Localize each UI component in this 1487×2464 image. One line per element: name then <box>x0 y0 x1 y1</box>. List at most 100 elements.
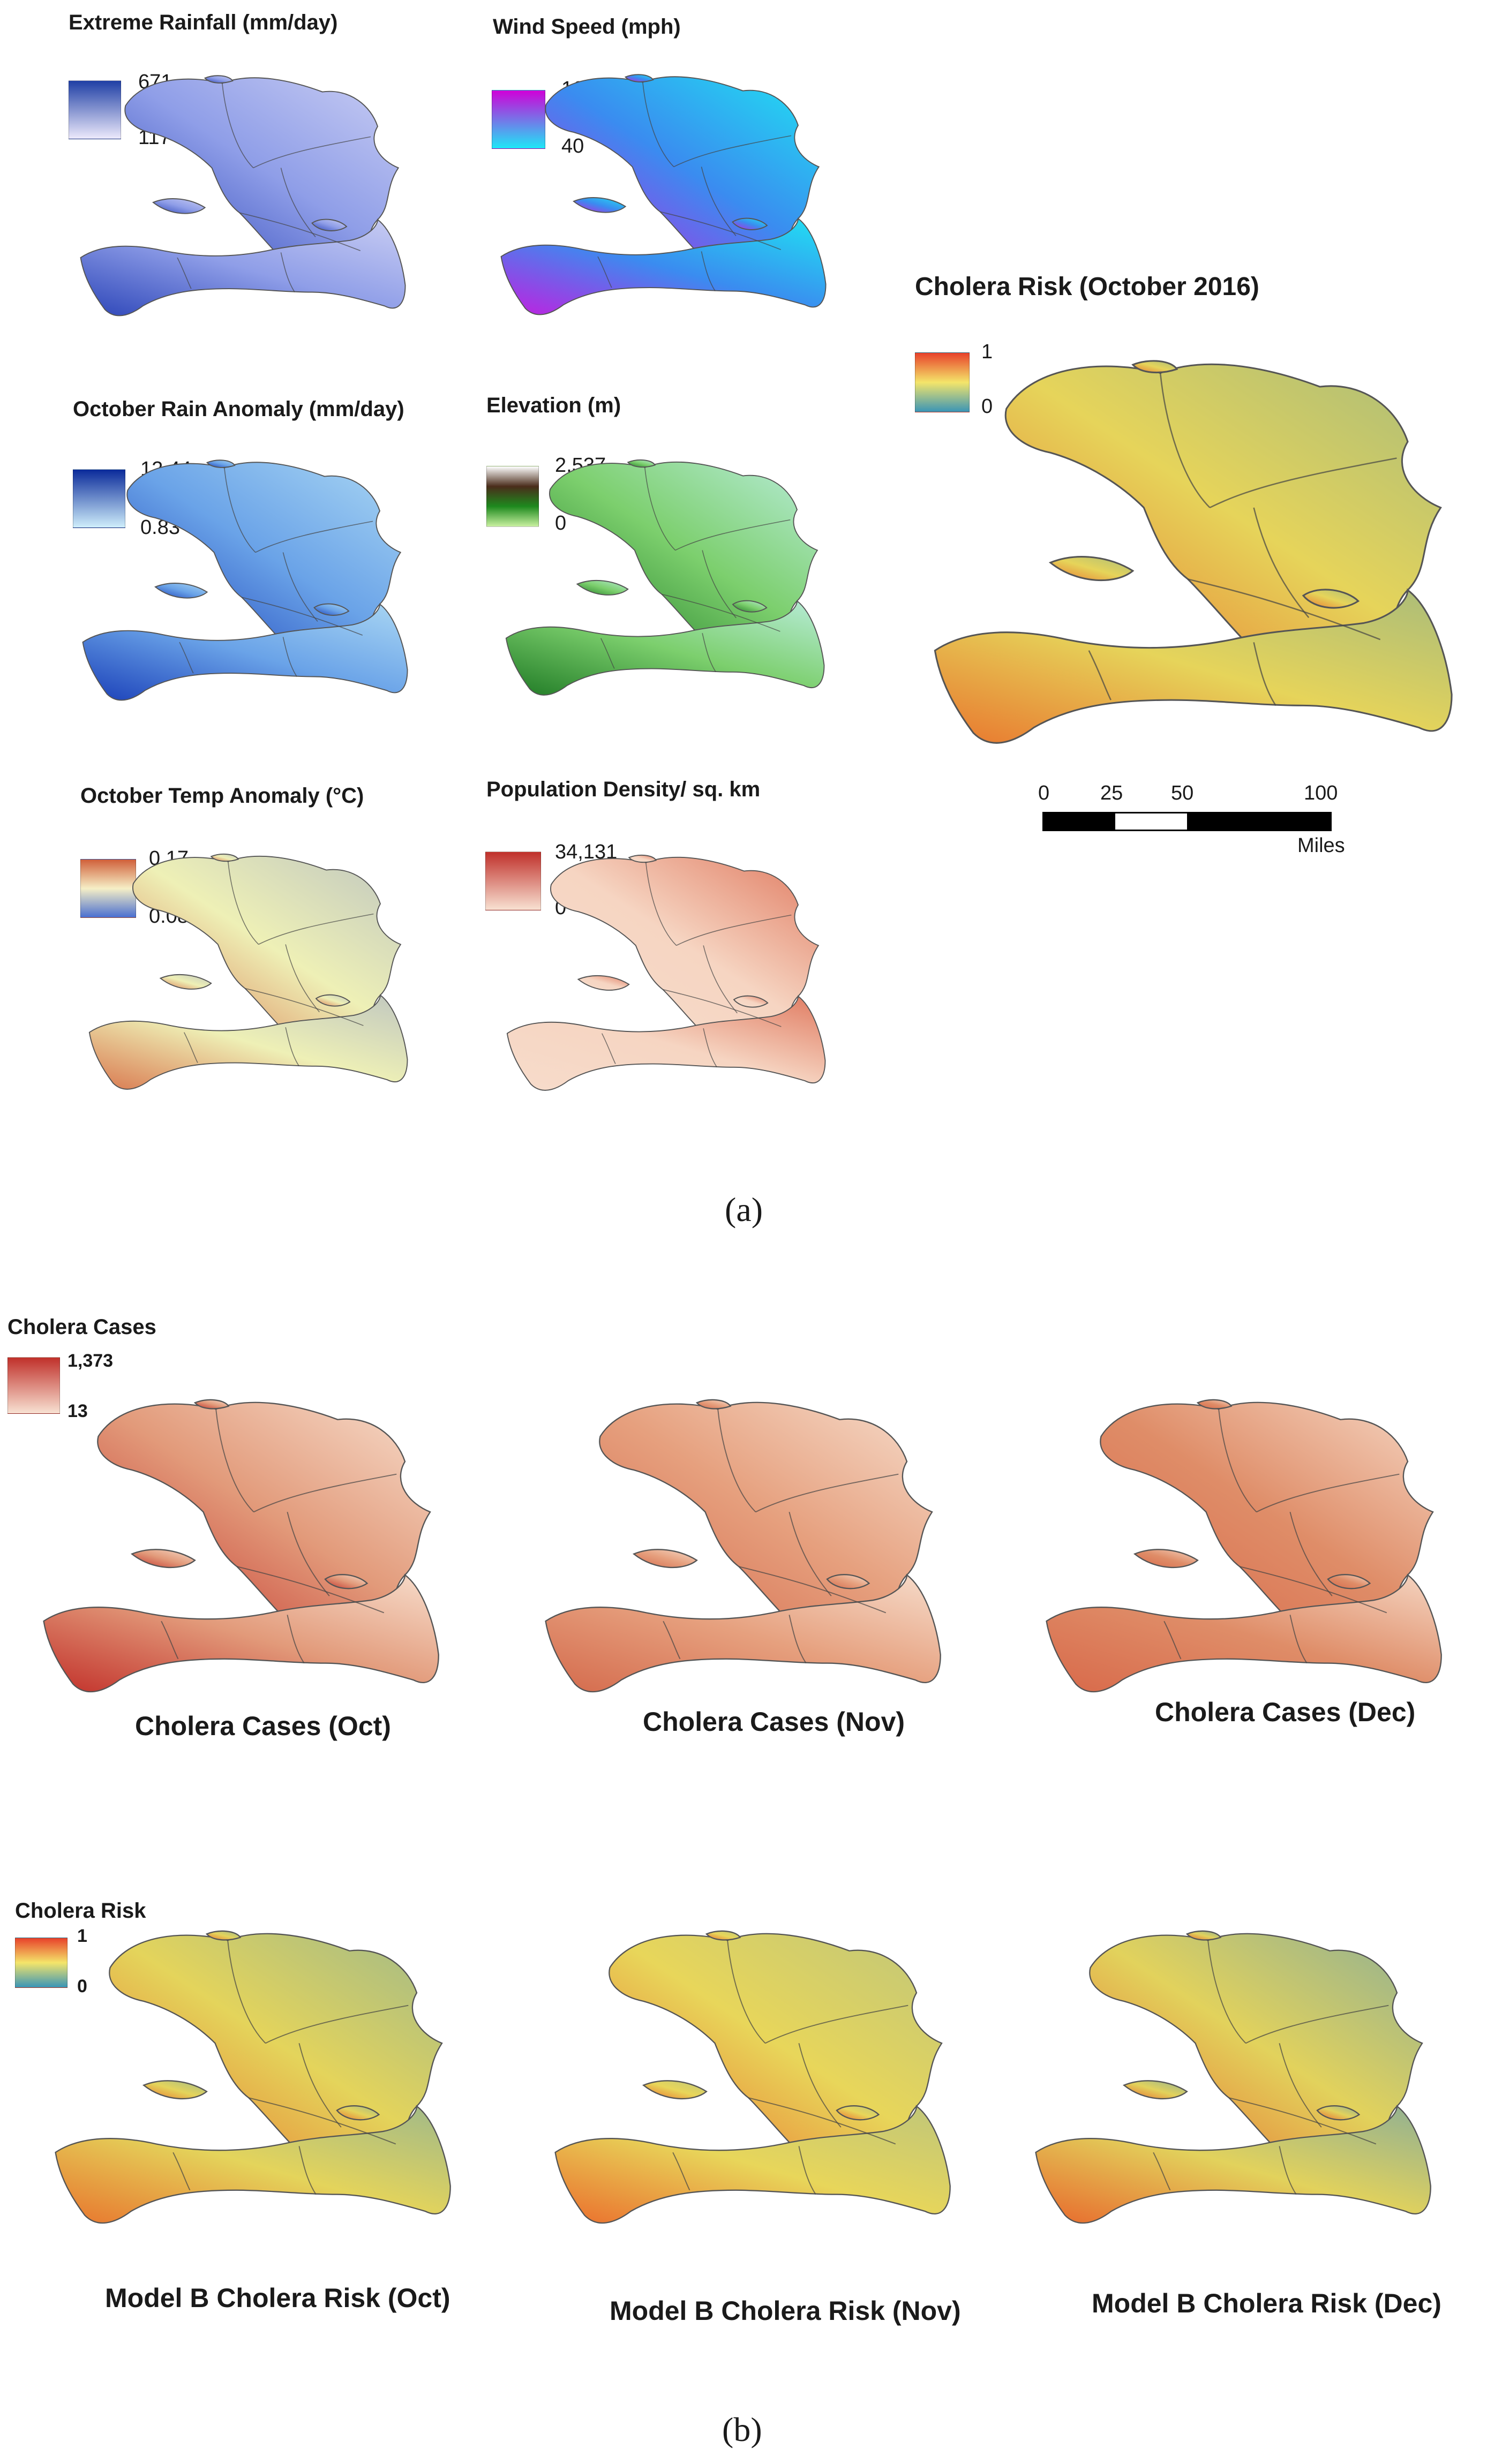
department-border <box>748 2097 896 2145</box>
department-border <box>1253 507 1310 618</box>
panel-b-label: (b) <box>722 2410 762 2448</box>
elevation-title: Elevation (m) <box>486 394 621 417</box>
department-border <box>1188 578 1381 641</box>
department-border <box>1088 650 1112 700</box>
scale-bar-white-segment <box>1115 813 1187 830</box>
department-border <box>739 1566 887 1614</box>
department-border <box>702 550 737 619</box>
department-border <box>1289 1615 1308 1664</box>
model-b-risk-nov-map <box>554 1930 951 2224</box>
department-border <box>1218 1409 1257 1512</box>
map-region-island3 <box>205 1930 242 1941</box>
scale-bar: 0 25 50 100 Miles <box>1038 782 1345 862</box>
department-border <box>241 597 363 636</box>
department-border <box>1256 1473 1400 1513</box>
risk-oct-legend-swatch <box>915 352 970 412</box>
map-region-south <box>500 217 827 315</box>
department-border <box>282 637 297 677</box>
map-region-north <box>1004 363 1442 652</box>
map-region-island3 <box>627 459 656 468</box>
elevation-legend-swatch <box>486 466 539 527</box>
department-border <box>285 944 320 1013</box>
department-border <box>600 638 615 669</box>
department-border <box>215 1409 254 1512</box>
map-region-island1 <box>130 1549 196 1569</box>
department-border <box>703 1028 718 1068</box>
department-border <box>1159 373 1211 508</box>
department-border <box>673 135 792 168</box>
map-region-south <box>505 600 825 696</box>
map-region-island2 <box>1327 1574 1371 1589</box>
department-border <box>265 2005 409 2044</box>
department-border <box>237 1566 385 1614</box>
department-border <box>298 2146 317 2195</box>
map-region-south <box>506 995 826 1091</box>
department-border <box>282 552 318 622</box>
cases-legend-max: 1,373 <box>67 1351 114 1371</box>
model-b-risk-dec-map <box>1035 1930 1431 2224</box>
department-border <box>1289 1512 1333 1596</box>
map-region-island3 <box>705 1930 741 1941</box>
scale-unit: Miles <box>1297 834 1345 857</box>
model-b-risk-dec-title: Model B Cholera Risk (Dec) <box>1092 2288 1441 2318</box>
rainfall-map <box>80 75 406 317</box>
map-region-north <box>132 855 402 1033</box>
map-region-south <box>1046 1573 1442 1693</box>
map-region-south <box>545 1573 941 1693</box>
risk-oct-legend-max: 1 <box>981 341 993 363</box>
model-b-risk-oct-title: Model B Cholera Risk (Oct) <box>105 2283 450 2313</box>
department-border <box>253 1473 397 1513</box>
department-border <box>701 251 716 291</box>
temp-anomaly-title: October Temp Anomaly (°C) <box>80 784 364 808</box>
scale-tick-0: 0 <box>1038 782 1050 804</box>
department-border <box>727 1940 766 2044</box>
department-border <box>177 257 192 289</box>
risk-legend-min: 0 <box>77 1976 87 1996</box>
department-border <box>287 1615 305 1664</box>
risk-legend-title: Cholera Risk <box>15 1899 146 1923</box>
department-border <box>662 593 780 632</box>
map-region-north <box>599 1401 933 1622</box>
map-region-island3 <box>1185 1930 1222 1941</box>
model-b-risk-nov-title: Model B Cholera Risk (Nov) <box>610 2296 961 2326</box>
cases-oct-title: Cholera Cases (Oct) <box>135 1711 391 1741</box>
department-border <box>1279 2043 1322 2128</box>
department-border <box>701 167 737 236</box>
department-border <box>798 2043 842 2128</box>
map-region-north <box>1100 1401 1434 1622</box>
map-region-north <box>609 1933 943 2153</box>
map-region-island1 <box>152 198 206 214</box>
wind-title: Wind Speed (mph) <box>493 15 681 39</box>
map-region-island1 <box>154 583 208 599</box>
panel-a-label: (a) <box>725 1190 763 1229</box>
department-border <box>645 862 677 946</box>
cases-legend-title: Cholera Cases <box>7 1315 156 1339</box>
department-border <box>287 1512 330 1596</box>
map-region-north <box>1089 1933 1423 2153</box>
department-border <box>1229 2097 1377 2145</box>
department-border <box>239 212 361 251</box>
map-region-island2 <box>836 2105 880 2121</box>
map-region-island1 <box>159 974 212 990</box>
department-border <box>183 1032 198 1063</box>
department-border <box>676 914 792 946</box>
rainfall-legend-swatch <box>69 80 121 139</box>
department-border <box>161 1621 179 1660</box>
department-border <box>1207 1940 1246 2044</box>
map-region-island3 <box>206 459 236 468</box>
map-region-island2 <box>324 1574 369 1589</box>
map-region-island2 <box>732 217 768 230</box>
map-region-south <box>80 218 406 317</box>
map-region-island1 <box>1133 1549 1199 1569</box>
map-region-south <box>1035 2105 1431 2224</box>
map-region-island3 <box>204 75 234 84</box>
department-border <box>663 989 782 1027</box>
rain-anomaly-map <box>82 459 408 701</box>
map-region-south <box>88 994 408 1090</box>
map-region-island1 <box>573 197 627 213</box>
department-border <box>644 467 676 551</box>
map-region-island2 <box>315 994 351 1007</box>
department-border <box>702 633 717 673</box>
map-region-island3 <box>193 1399 230 1410</box>
